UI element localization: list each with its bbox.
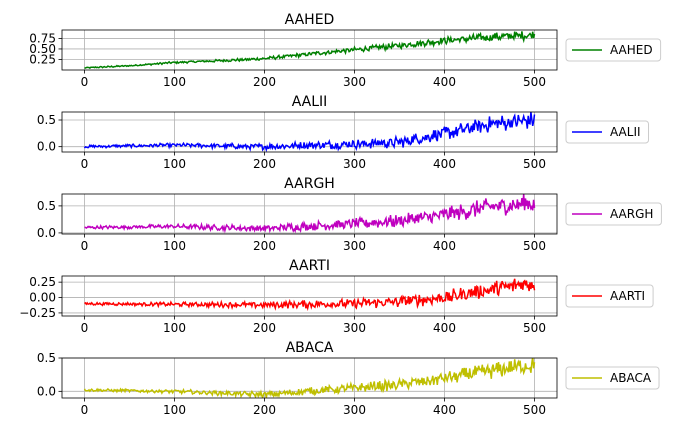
y-tick-label: 0.5 — [37, 351, 56, 365]
subplot-aargh: AARGH 0 100 200 300 400 500 0.0 0.5 AARGH — [37, 176, 662, 253]
x-tick-label: 0 — [81, 157, 89, 171]
legend-box — [565, 38, 662, 62]
legend-box — [565, 284, 654, 308]
y-tick-label: 0.50 — [29, 42, 56, 56]
y-tick-label: 0.0 — [37, 384, 56, 398]
x-tick-label: 0 — [81, 321, 89, 335]
x-tick-label: 400 — [433, 321, 456, 335]
x-tick-label: 400 — [433, 403, 456, 417]
axes-frame — [61, 193, 558, 235]
axes-frame — [61, 111, 558, 153]
legend: AALII — [565, 120, 650, 144]
y-tick-label: 0.00 — [29, 291, 56, 305]
x-tick-label: 200 — [253, 239, 276, 253]
legend-label: AARGH — [610, 207, 653, 221]
x-tick-label: 500 — [523, 321, 546, 335]
x-tick-label: 200 — [253, 157, 276, 171]
x-tick-label: 400 — [433, 75, 456, 89]
legend: ABACA — [565, 366, 660, 390]
x-tick-label: 100 — [163, 239, 186, 253]
x-tick-label: 300 — [343, 157, 366, 171]
subplot-title: AARTI — [289, 258, 330, 274]
subplot-abaca: ABACA 0 100 200 300 400 500 0.0 0.5 ABACA — [37, 340, 660, 417]
x-tick-label: 500 — [523, 75, 546, 89]
x-tick-label: 0 — [81, 75, 89, 89]
x-tick-label: 300 — [343, 321, 366, 335]
axes-frame — [61, 275, 558, 317]
y-tick-label: −0.25 — [19, 306, 56, 320]
x-tick-label: 0 — [81, 403, 89, 417]
subplot-aahed: AAHED 0 100 200 300 400 500 0.250.500.75 AAHED — [29, 12, 662, 89]
subplot-aarti: AARTI 0 100 200 300 400 500 −0.250.00 0.25 AARTI — [19, 258, 654, 335]
subplot-title: AALII — [292, 94, 328, 110]
y-tick-label: 0.75 — [29, 31, 56, 45]
x-tick-label: 200 — [253, 75, 276, 89]
series-line-aargh — [84, 194, 536, 234]
series-line-aalii — [83, 112, 536, 152]
x-tick-label: 400 — [433, 157, 456, 171]
legend: AAHED — [565, 38, 662, 62]
legend-box — [565, 120, 650, 144]
y-tick-label: 0.5 — [37, 113, 56, 127]
subplot-title: ABACA — [286, 340, 334, 356]
y-tick-label: 0.0 — [37, 140, 56, 154]
y-tick-label: 0.0 — [37, 226, 56, 240]
subplot-aalii: AALII 0 100 200 300 400 500 0.0 0.5 AALII — [37, 94, 650, 171]
x-tick-label: 500 — [523, 239, 546, 253]
legend-label: AALII — [610, 125, 641, 139]
x-tick-label: 500 — [523, 157, 546, 171]
series-line-aarti — [84, 278, 536, 312]
subplot-title: AARGH — [284, 176, 335, 192]
axes-frame — [61, 357, 558, 399]
axes-frame — [61, 29, 558, 71]
x-tick-label: 500 — [523, 403, 546, 417]
x-tick-label: 300 — [343, 403, 366, 417]
x-tick-label: 0 — [81, 239, 89, 253]
x-tick-label: 400 — [433, 239, 456, 253]
x-tick-label: 100 — [163, 403, 186, 417]
legend: AARGH — [565, 202, 662, 226]
x-tick-label: 100 — [163, 75, 186, 89]
x-tick-label: 200 — [253, 403, 276, 417]
legend-label: AARTI — [610, 289, 645, 303]
legend-box — [565, 202, 662, 226]
x-tick-label: 300 — [343, 75, 366, 89]
legend-label: ABACA — [610, 371, 652, 385]
y-tick-label: 0.25 — [29, 52, 56, 66]
x-tick-label: 200 — [253, 321, 276, 335]
legend-label: AAHED — [610, 43, 653, 57]
series-line-aahed — [84, 31, 536, 70]
legend: AARTI — [565, 284, 654, 308]
subplot-title: AAHED — [285, 12, 335, 28]
legend-box — [565, 366, 660, 390]
series-line-abaca — [83, 358, 536, 398]
y-tick-label: 0.25 — [29, 275, 56, 289]
x-tick-label: 100 — [163, 321, 186, 335]
x-tick-label: 100 — [163, 157, 186, 171]
x-tick-label: 300 — [343, 239, 366, 253]
y-tick-label: 0.5 — [37, 199, 56, 213]
